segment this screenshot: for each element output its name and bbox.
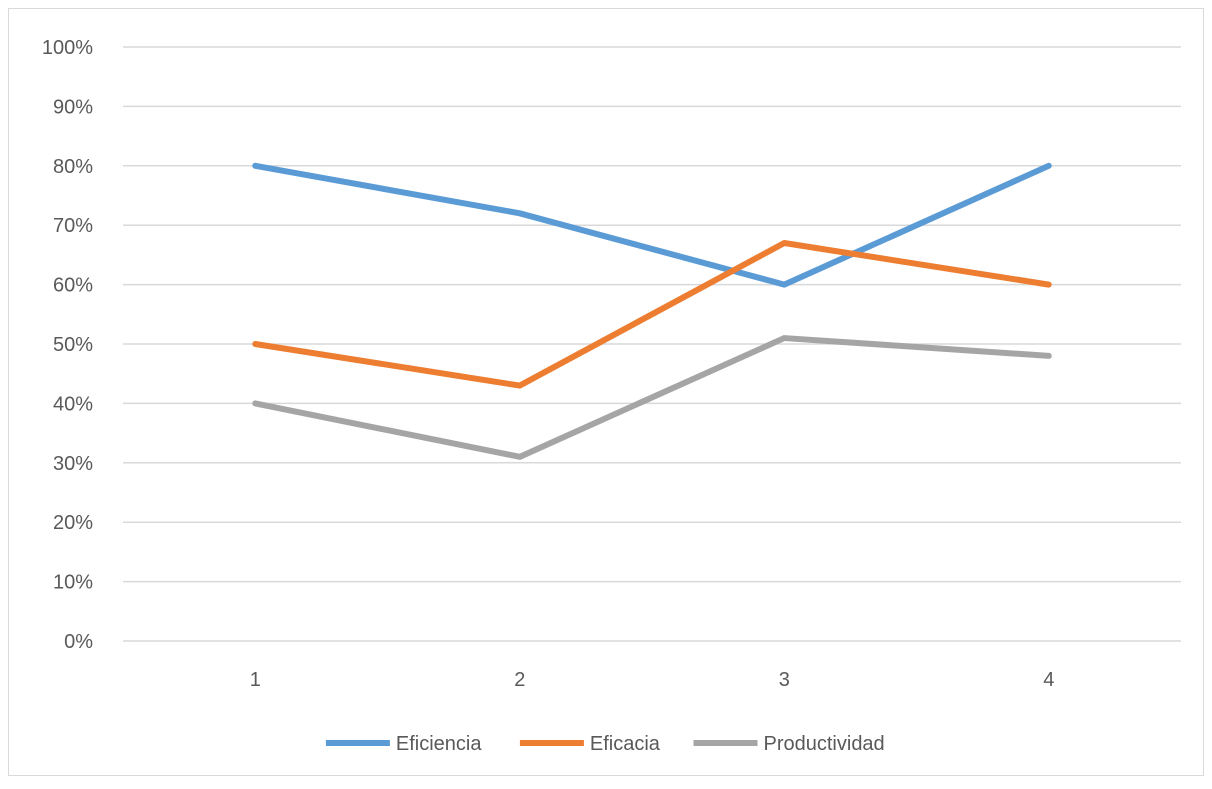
gridlines xyxy=(123,46,1181,642)
y-tick-label: 40% xyxy=(53,393,93,415)
series-line-eficiencia xyxy=(252,162,1052,288)
x-tick-label: 3 xyxy=(779,669,790,691)
line-chart: 0% 10% 20% 30% 40% 50% 60% 70% 80% 90% 100% 1 2 3 4 E… xyxy=(42,37,1181,755)
y-tick-label: 100% xyxy=(42,37,93,59)
chart-frame: 0% 10% 20% 30% 40% 50% 60% 70% 80% 90% 100% 1 2 3 4 E… xyxy=(8,8,1204,776)
y-tick-label: 70% xyxy=(53,215,93,237)
x-axis-tick-labels: 1 2 3 4 xyxy=(250,669,1055,691)
y-tick-label: 30% xyxy=(53,453,93,475)
legend-item-productividad: Productividad xyxy=(693,733,885,755)
y-tick-label: 60% xyxy=(53,275,93,297)
legend-item-eficacia: Eficacia xyxy=(519,733,661,755)
legend-item-eficiencia: Eficiencia xyxy=(325,733,482,755)
x-tick-label: 4 xyxy=(1043,669,1054,691)
legend-label: Eficacia xyxy=(590,733,661,755)
y-tick-label: 0% xyxy=(64,631,93,653)
series-line-eficacia xyxy=(252,240,1052,389)
legend: Eficiencia Eficacia Productividad xyxy=(325,733,885,755)
y-tick-label: 80% xyxy=(53,156,93,178)
y-tick-label: 10% xyxy=(53,572,93,594)
y-axis-tick-labels: 0% 10% 20% 30% 40% 50% 60% 70% 80% 90% 100% xyxy=(42,37,93,653)
series-lines xyxy=(252,162,1052,460)
series-line-productividad xyxy=(252,335,1052,460)
legend-label: Productividad xyxy=(764,733,885,755)
legend-label: Eficiencia xyxy=(396,733,482,755)
y-tick-label: 20% xyxy=(53,512,93,534)
y-tick-label: 90% xyxy=(53,96,93,118)
x-tick-label: 2 xyxy=(514,669,525,691)
x-tick-label: 1 xyxy=(250,669,261,691)
y-tick-label: 50% xyxy=(53,334,93,356)
